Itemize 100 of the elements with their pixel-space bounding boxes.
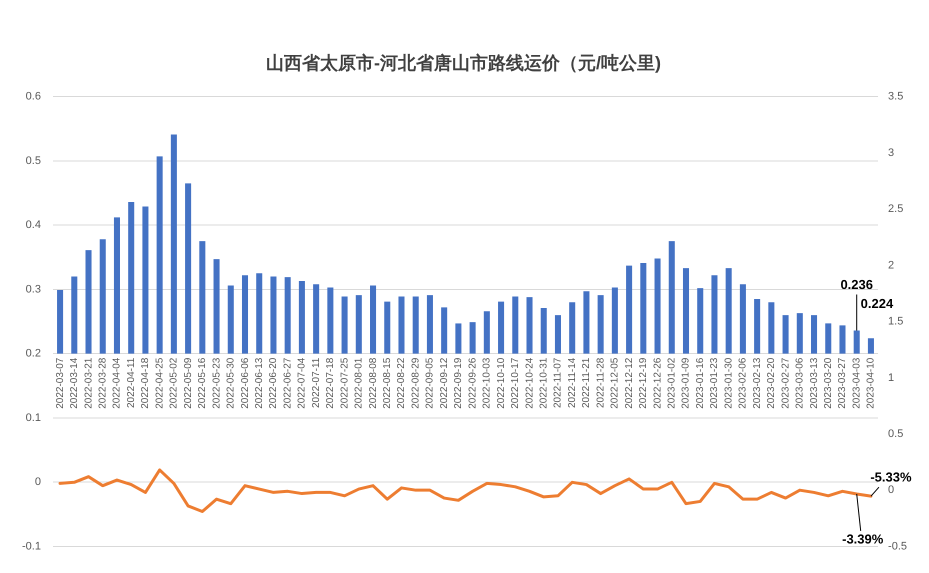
x-tick-label: 2022-08-01	[354, 357, 365, 409]
bar	[170, 134, 177, 354]
x-tick-label: 2022-03-07	[54, 357, 66, 409]
y-tick-label: 0.2	[26, 348, 41, 360]
bar	[242, 275, 248, 354]
bar	[854, 330, 860, 354]
x-tick-label: 2022-11-28	[595, 357, 606, 408]
x-tick-label: 2022-06-20	[268, 357, 280, 409]
bar	[697, 288, 704, 354]
bar	[356, 295, 362, 354]
x-tick-label: 2022-09-05	[424, 357, 436, 409]
x-tick-label: 2023-01-02	[666, 357, 678, 409]
bar	[498, 302, 504, 354]
bar	[796, 313, 803, 354]
bar	[540, 308, 547, 354]
bar	[782, 315, 789, 354]
x-tick-label: 2022-03-28	[97, 357, 108, 409]
bar	[100, 239, 106, 354]
bar	[740, 284, 746, 354]
x-tick-label: 2023-02-20	[766, 357, 778, 409]
bar	[85, 250, 92, 354]
x-tick-label: 2023-02-06	[738, 357, 749, 409]
x-tick-label: 2022-05-23	[211, 357, 222, 409]
bar	[526, 297, 533, 354]
bar	[626, 266, 632, 354]
y-tick-label: 0.6	[26, 90, 41, 103]
bar	[199, 241, 206, 354]
x-tick-label: 2022-09-19	[453, 357, 464, 409]
y2-tick-label: 2.5	[888, 203, 904, 216]
x-tick-label: 2022-05-02	[168, 357, 180, 409]
x-tick-label: 2022-11-14	[566, 357, 578, 408]
bar	[640, 263, 646, 354]
x-tick-label: 2022-07-11	[310, 357, 322, 408]
data-label: -5.33%	[870, 470, 912, 485]
x-tick-label: 2023-03-27	[837, 357, 848, 409]
x-tick-label: 2022-12-19	[638, 357, 650, 409]
x-tick-label: 2023-03-20	[823, 357, 834, 409]
x-tick-label: 2023-01-09	[680, 357, 692, 409]
y2-tick-label: 1	[888, 372, 894, 384]
bar	[868, 338, 874, 354]
x-tick-label: 2023-04-10	[866, 357, 877, 409]
bar	[583, 291, 590, 354]
bar	[512, 296, 518, 354]
x-tick-label: 2022-07-04	[296, 357, 308, 409]
x-tick-label: 2023-03-13	[808, 357, 820, 409]
x-tick-label: 2022-11-07	[552, 357, 564, 408]
x-tick-label: 2023-01-30	[723, 357, 734, 409]
x-tick-label: 2022-11-21	[581, 357, 592, 408]
bar	[156, 156, 163, 354]
bar	[484, 311, 490, 354]
bar	[370, 286, 376, 354]
bar	[327, 287, 334, 354]
x-tick-label: 2022-05-09	[182, 357, 194, 409]
x-tick-label: 2022-10-31	[538, 357, 550, 409]
x-tick-label: 2022-09-12	[438, 357, 450, 409]
y-tick-label: -0.1	[22, 540, 41, 552]
x-tick-label: 2022-07-18	[325, 357, 336, 409]
bar	[839, 325, 846, 354]
x-tick-label: 2023-02-13	[752, 357, 763, 409]
bar	[342, 296, 348, 354]
x-tick-label: 2023-04-03	[851, 357, 862, 409]
x-tick-label: 2022-08-15	[382, 357, 394, 409]
bar	[313, 284, 320, 354]
x-tick-label: 2022-10-10	[496, 357, 507, 409]
bar	[270, 276, 276, 354]
y2-tick-label: -0.5	[888, 540, 908, 552]
y2-tick-label: 1.5	[888, 316, 904, 328]
y2-tick-label: 3	[888, 146, 894, 159]
bar	[284, 277, 291, 354]
x-tick-label: 2022-10-03	[482, 357, 493, 409]
bar	[412, 296, 419, 354]
x-tick-label: 2022-04-25	[154, 357, 166, 409]
x-tick-label: 2022-06-13	[254, 357, 265, 409]
data-label: 0.236	[840, 277, 873, 292]
x-tick-label: 2023-02-27	[780, 357, 792, 409]
y2-tick-label: 0.5	[888, 428, 904, 440]
y2-tick-label: 3.5	[888, 90, 904, 103]
y2-tick-label: 2	[888, 259, 894, 272]
x-tick-label: 2022-06-27	[282, 357, 294, 409]
y-tick-label: 0	[34, 476, 41, 488]
x-tick-label: 2022-04-04	[112, 357, 123, 409]
bar	[426, 295, 433, 354]
x-tick-label: 2022-03-14	[69, 357, 80, 409]
x-tick-label: 2022-08-22	[396, 357, 408, 409]
x-tick-label: 2022-04-18	[140, 357, 152, 409]
bar	[384, 302, 390, 354]
bar	[682, 268, 690, 354]
bar	[398, 296, 405, 354]
bar	[754, 299, 760, 354]
x-tick-label: 2023-01-16	[694, 357, 706, 409]
x-tick-label: 2022-05-16	[197, 357, 208, 409]
x-tick-label: 2022-08-29	[410, 357, 422, 409]
x-tick-label: 2022-04-11	[126, 357, 137, 408]
x-tick-label: 2022-06-06	[240, 357, 251, 409]
bar	[298, 281, 305, 354]
bar	[554, 315, 561, 354]
x-tick-label: 2022-08-08	[368, 357, 379, 409]
bar	[612, 287, 618, 354]
bar	[598, 295, 604, 354]
bar	[142, 206, 148, 354]
